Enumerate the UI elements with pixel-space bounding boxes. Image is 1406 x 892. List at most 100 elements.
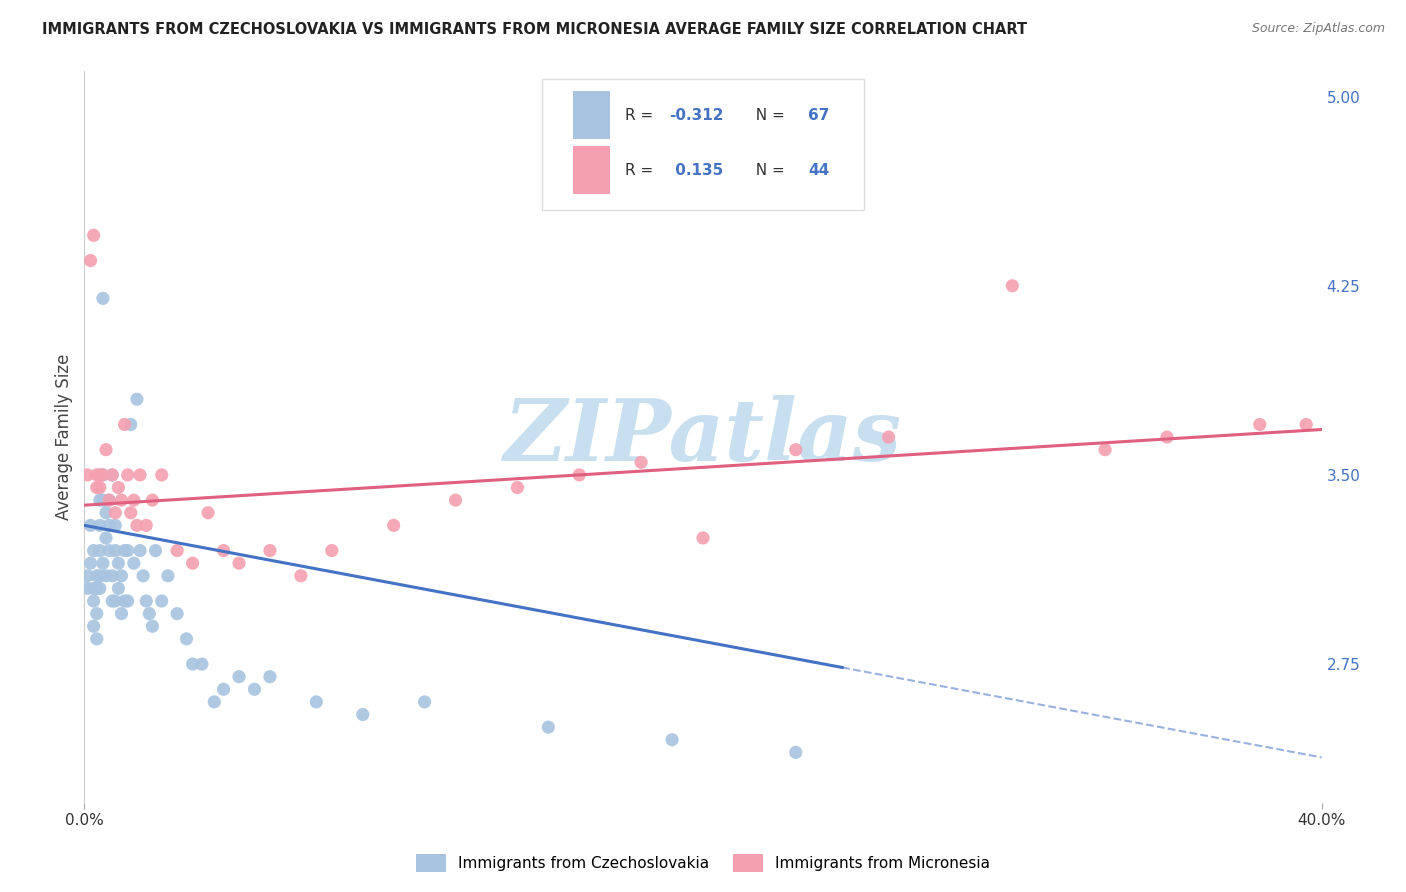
Point [98, 518, 121, 533]
Point [114, 417, 136, 432]
Point [98, 493, 121, 508]
Point [114, 543, 136, 558]
Point [101, 569, 124, 583]
Point [259, 670, 281, 684]
Point [181, 556, 204, 570]
Point [86, 582, 108, 596]
Point [91, 291, 114, 305]
Point [181, 657, 204, 671]
Point [89, 518, 111, 533]
Point [86, 467, 108, 482]
Text: 44: 44 [808, 162, 830, 178]
Point [94, 442, 117, 457]
Point [107, 556, 129, 570]
Point [94, 506, 117, 520]
Point [104, 518, 127, 533]
Point [76, 569, 98, 583]
Point [122, 493, 145, 508]
Point [101, 594, 124, 608]
Text: 67: 67 [808, 108, 830, 123]
Text: N =: N = [747, 162, 790, 178]
Point [661, 732, 683, 747]
Point [83, 543, 105, 558]
Point [228, 670, 250, 684]
Point [228, 556, 250, 570]
Point [129, 467, 152, 482]
Point [76, 582, 98, 596]
FancyBboxPatch shape [543, 78, 863, 211]
Point [352, 707, 374, 722]
Point [305, 695, 328, 709]
Point [83, 594, 105, 608]
Point [79, 518, 101, 533]
Point [785, 745, 807, 759]
Point [125, 392, 148, 407]
Point [107, 582, 129, 596]
Point [91, 467, 114, 482]
Point [110, 569, 132, 583]
Point [76, 467, 98, 482]
Point [568, 467, 591, 482]
Point [83, 582, 105, 596]
Point [243, 682, 266, 697]
Point [83, 228, 105, 243]
Point [145, 543, 167, 558]
Point [321, 543, 343, 558]
Point [692, 531, 714, 545]
Point [1001, 278, 1024, 293]
Point [83, 619, 105, 633]
Point [1295, 417, 1317, 432]
Point [141, 493, 163, 508]
Point [212, 543, 235, 558]
Point [117, 467, 139, 482]
Point [86, 569, 108, 583]
Point [202, 695, 225, 709]
Point [138, 607, 160, 621]
Point [91, 493, 114, 508]
Point [107, 481, 129, 495]
Point [877, 430, 900, 444]
Point [89, 582, 111, 596]
Point [1249, 417, 1271, 432]
Point [259, 543, 281, 558]
Point [176, 632, 198, 646]
Point [120, 417, 142, 432]
Point [132, 569, 155, 583]
Point [506, 481, 529, 495]
Point [785, 442, 807, 457]
Point [150, 467, 173, 482]
Point [110, 493, 132, 508]
Point [89, 493, 111, 508]
Point [382, 518, 405, 533]
Point [89, 467, 111, 482]
Point [79, 556, 101, 570]
Point [191, 657, 214, 671]
Point [101, 467, 124, 482]
Point [212, 682, 235, 697]
Text: R =: R = [626, 162, 658, 178]
Point [122, 556, 145, 570]
Legend: Immigrants from Czechoslovakia, Immigrants from Micronesia: Immigrants from Czechoslovakia, Immigran… [416, 855, 990, 872]
Point [630, 455, 652, 469]
Text: 0.135: 0.135 [669, 162, 723, 178]
Point [117, 543, 139, 558]
Point [86, 632, 108, 646]
Point [104, 594, 127, 608]
Point [94, 569, 117, 583]
Point [104, 543, 127, 558]
FancyBboxPatch shape [574, 146, 610, 194]
Text: ZIPatlas: ZIPatlas [503, 395, 903, 479]
Point [135, 518, 157, 533]
Point [197, 506, 219, 520]
Point [413, 695, 436, 709]
Point [290, 569, 312, 583]
Point [86, 481, 108, 495]
Point [166, 543, 188, 558]
Point [89, 543, 111, 558]
Point [91, 467, 114, 482]
Point [91, 556, 114, 570]
Point [129, 543, 152, 558]
Point [98, 543, 121, 558]
Point [98, 493, 121, 508]
FancyBboxPatch shape [574, 92, 610, 139]
